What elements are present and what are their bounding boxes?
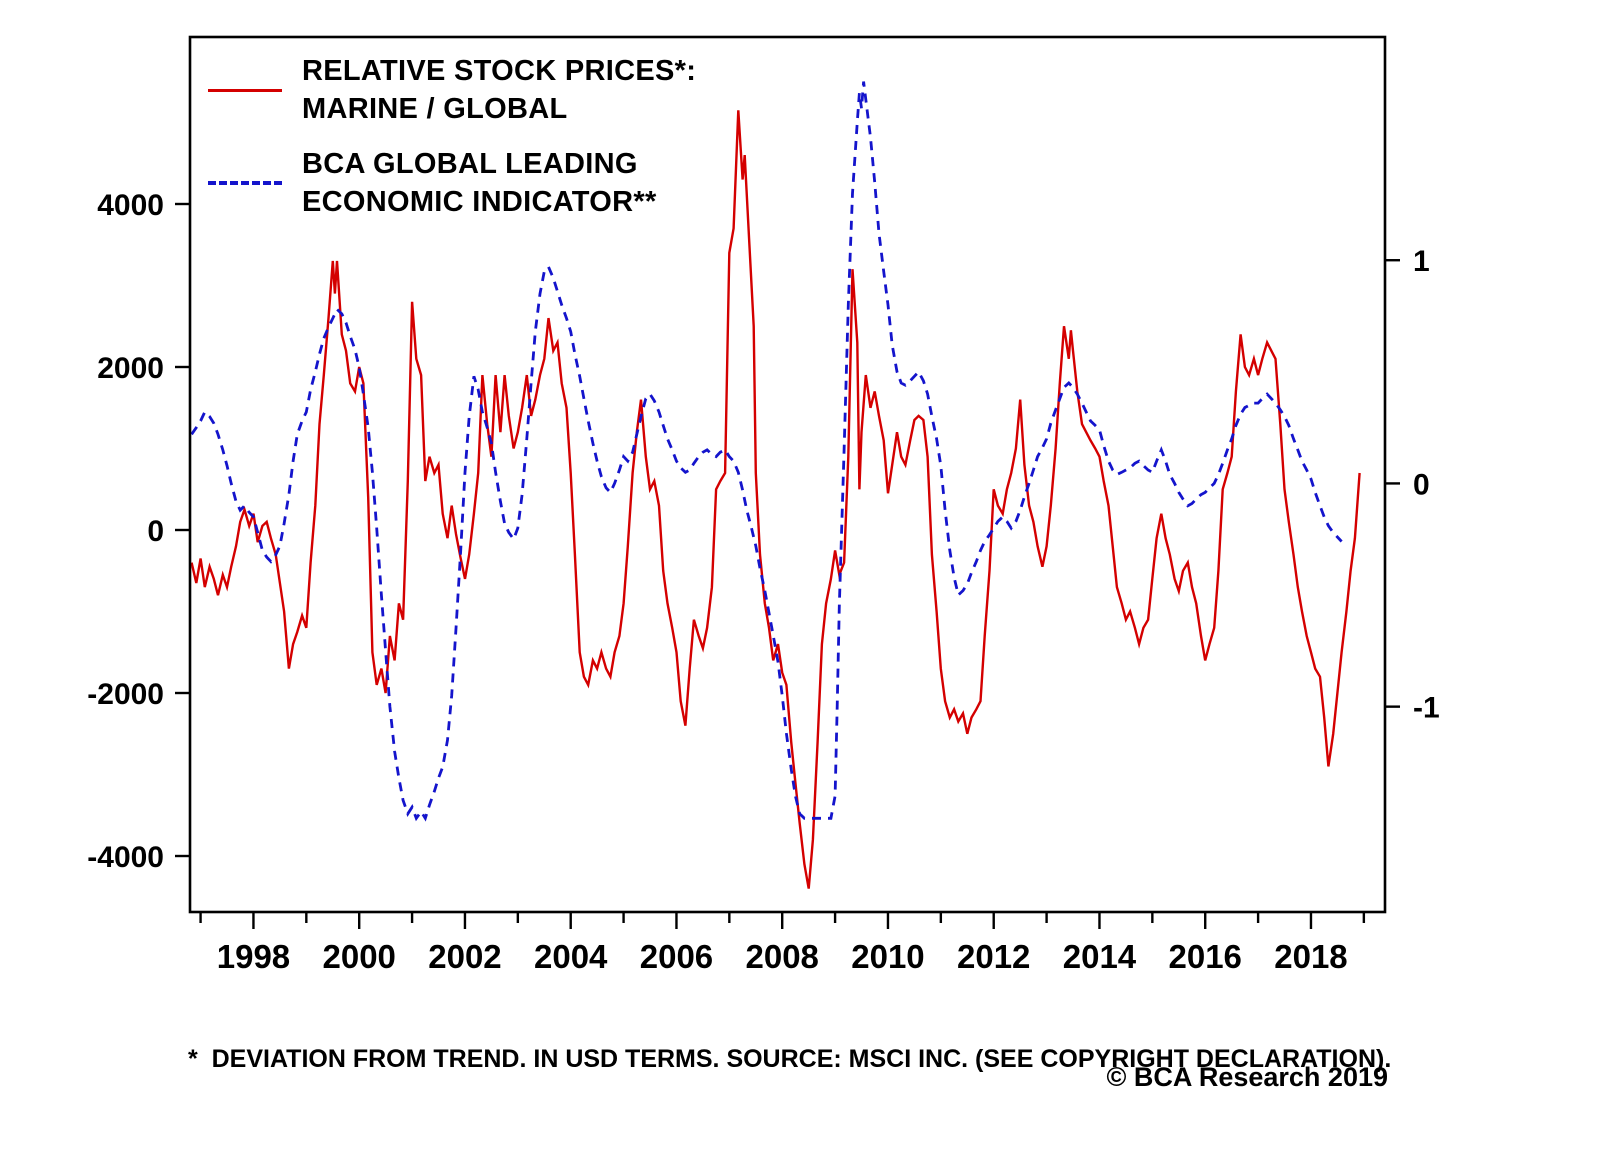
x-axis-tick-label: 2002 [428, 938, 501, 975]
x-axis-tick-label: 2010 [851, 938, 924, 975]
blue-dashed-line-swatch [208, 180, 282, 185]
legend-label-line2: ECONOMIC INDICATOR** [302, 185, 657, 218]
legend-item-relative-stock-prices: RELATIVE STOCK PRICES*: MARINE / GLOBAL [208, 52, 696, 129]
x-axis-tick-label: 2012 [957, 938, 1030, 975]
legend-item-bca-glei: BCA GLOBAL LEADING ECONOMIC INDICATOR** [208, 145, 696, 222]
x-axis-tick-label: 2018 [1274, 938, 1347, 975]
x-axis-tick-label: 2008 [746, 938, 819, 975]
blue-dashed-series-line [190, 81, 1343, 822]
legend: RELATIVE STOCK PRICES*: MARINE / GLOBAL … [208, 52, 696, 221]
left-axis-tick-label: 4000 [97, 189, 164, 222]
x-axis-tick-label: 2004 [534, 938, 608, 975]
red-solid-line-swatch [208, 88, 282, 92]
footnotes: * DEVIATION FROM TREND. IN USD TERMS. SO… [188, 966, 1391, 1152]
copyright-notice: © BCA Research 2019 [1106, 1062, 1388, 1092]
footnote-line-1: * DEVIATION FROM TREND. IN USD TERMS. SO… [188, 1045, 1392, 1073]
x-axis-tick-label: 2000 [322, 938, 395, 975]
x-axis-tick-label: 2006 [640, 938, 713, 975]
left-axis-tick-label: -4000 [87, 841, 164, 874]
legend-label: RELATIVE STOCK PRICES*: MARINE / GLOBAL [302, 52, 696, 129]
x-axis-tick-label: 2014 [1063, 938, 1137, 975]
x-axis-tick-label: 1998 [217, 938, 290, 975]
left-axis-tick-label: 2000 [97, 352, 164, 385]
legend-label: BCA GLOBAL LEADING ECONOMIC INDICATOR** [302, 145, 657, 222]
red-solid-series-line [190, 110, 1361, 889]
plot-frame [188, 35, 1387, 914]
legend-label-line1: RELATIVE STOCK PRICES*: [302, 55, 697, 87]
legend-label-line1: BCA GLOBAL LEADING [302, 147, 638, 180]
left-axis-tick-label: -2000 [87, 678, 164, 711]
right-axis-tick-label: -1 [1413, 692, 1440, 725]
right-axis-tick-label: 0 [1413, 468, 1430, 501]
right-axis-tick-label: 1 [1413, 245, 1430, 278]
x-axis-tick-label: 2016 [1169, 938, 1242, 975]
legend-label-line2: MARINE / GLOBAL [302, 93, 568, 126]
left-axis-tick-label: 0 [147, 515, 164, 548]
